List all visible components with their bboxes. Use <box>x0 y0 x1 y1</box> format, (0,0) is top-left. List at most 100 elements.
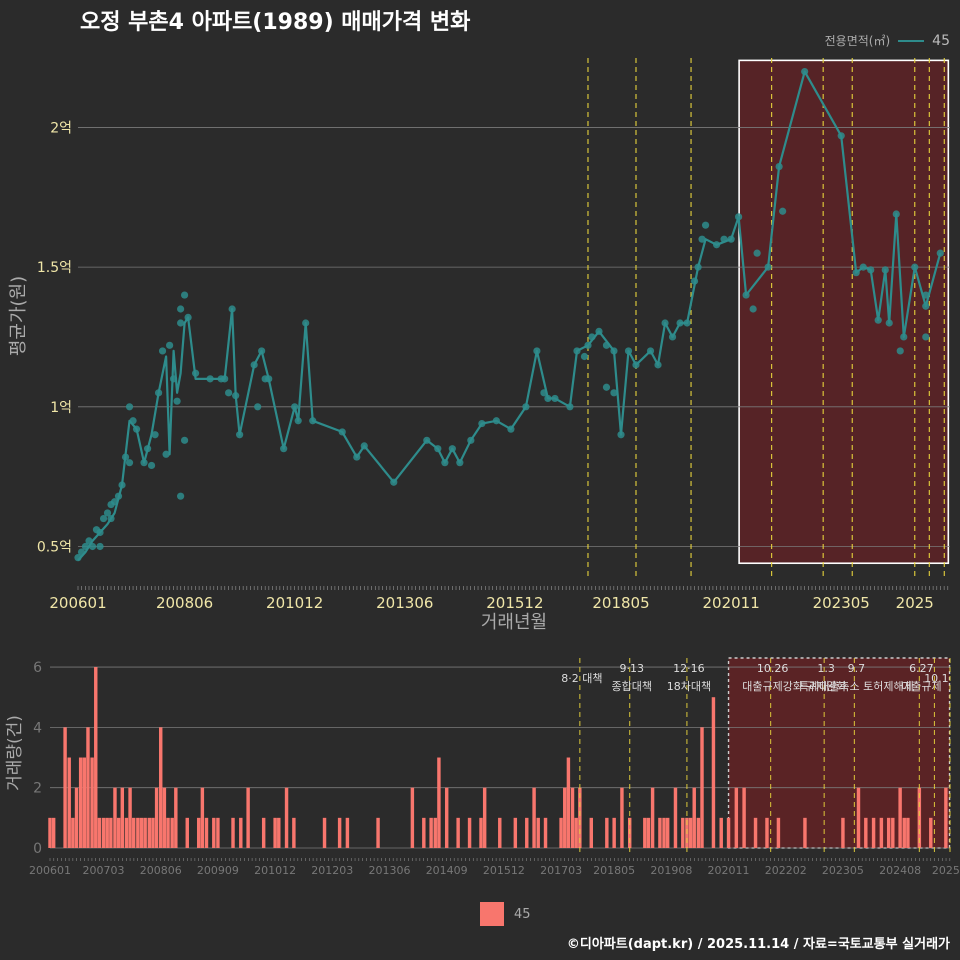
bar-legend-label: 45 <box>514 906 531 922</box>
volume-bar <box>437 757 441 848</box>
policy-date-label: 9·13 <box>619 662 644 675</box>
bar-x-tick-label: 202202 <box>765 864 807 877</box>
policy-date-label: 10.1 <box>924 672 949 685</box>
volume-bar <box>726 817 731 848</box>
volume-bar <box>566 757 571 848</box>
price-point <box>309 417 317 425</box>
bar-x-tick-label: 200909 <box>197 864 239 877</box>
price-point <box>779 207 787 215</box>
price-point <box>610 347 618 355</box>
volume-bar <box>589 817 593 848</box>
volume-bar <box>51 817 56 848</box>
volume-bar <box>345 817 350 848</box>
price-point <box>580 352 589 361</box>
price-point <box>867 266 875 274</box>
volume-bar <box>612 817 616 848</box>
price-point <box>180 436 189 444</box>
volume-bar <box>479 817 483 848</box>
bar-highlight-region <box>727 657 951 849</box>
price-point <box>922 291 930 299</box>
price-point <box>191 369 200 377</box>
volume-bar <box>86 727 90 848</box>
volume-bar <box>116 817 121 848</box>
x-tick-label: 202011 <box>702 594 759 612</box>
page-title: 오정 부촌4 아파트(1989) 매매가격 변화 <box>80 10 471 35</box>
volume-bar <box>185 817 189 848</box>
volume-bar <box>765 817 769 848</box>
price-point <box>801 67 809 76</box>
volume-bar <box>898 787 902 848</box>
volume-bar <box>711 697 716 848</box>
price-point <box>720 235 728 243</box>
price-point <box>265 375 273 383</box>
price-point <box>147 461 156 470</box>
volume-bar <box>124 817 129 848</box>
volume-bar <box>559 817 563 848</box>
price-point <box>88 542 97 551</box>
bar-y-tick-label: 4 <box>33 720 42 736</box>
price-point <box>180 291 189 299</box>
price-point <box>114 492 123 500</box>
volume-bar <box>143 817 147 848</box>
price-point <box>99 514 108 523</box>
volume-bar <box>292 817 296 848</box>
price-point <box>727 235 735 243</box>
price-point <box>595 327 603 335</box>
price-point <box>254 403 262 411</box>
volume-bar <box>646 817 651 848</box>
volume-bar <box>574 817 578 848</box>
volume-bar <box>78 757 83 848</box>
price-point <box>85 537 93 545</box>
price-point <box>390 478 398 486</box>
price-point <box>291 403 299 411</box>
policy-name-label: 규제완화 <box>806 680 846 693</box>
price-point <box>632 361 640 369</box>
price-point <box>129 417 137 425</box>
bar-y-tick-label: 2 <box>33 781 42 797</box>
volume-bar <box>456 817 460 848</box>
policy-date-label: 8·2 대책 <box>561 672 602 685</box>
volume-bar <box>174 787 178 848</box>
price-point <box>441 459 449 467</box>
volume-bar <box>82 757 87 848</box>
price-point <box>676 319 684 327</box>
policy-name-label: 종합대책 <box>611 680 651 693</box>
volume-bar <box>94 667 98 848</box>
volume-bar <box>856 787 861 848</box>
volume-bar <box>136 817 140 848</box>
price-point <box>544 394 552 403</box>
price-point <box>885 319 893 327</box>
volume-bar <box>532 787 536 848</box>
price-point <box>566 403 574 411</box>
bar-x-tick-label: 200703 <box>83 864 125 877</box>
volume-bar <box>67 757 71 848</box>
volume-bar <box>101 817 106 848</box>
bar-x-tick-label: 200601 <box>29 864 71 877</box>
volume-bar <box>776 817 781 848</box>
volume-bar <box>204 817 209 848</box>
price-point <box>522 403 530 411</box>
volume-bar <box>658 817 662 848</box>
price-point <box>143 445 152 453</box>
price-point <box>694 263 702 271</box>
price-point <box>837 132 845 140</box>
price-point <box>125 459 134 467</box>
volume-bar <box>578 787 582 848</box>
bar-x-tick-label: 2025 <box>932 864 960 877</box>
price-point <box>110 498 119 506</box>
volume-bar <box>120 787 125 848</box>
x-tick-label: 201805 <box>592 594 649 612</box>
price-point <box>698 235 706 243</box>
price-point <box>448 445 456 453</box>
volume-bar <box>71 817 75 848</box>
policy-date-label: 9.7 <box>848 662 866 675</box>
y-tick-label: 2억 <box>50 120 72 136</box>
legend-series-label: 45 <box>932 32 950 49</box>
volume-bar <box>803 817 807 848</box>
volume-bar <box>673 787 678 848</box>
bar-x-tick-label: 201306 <box>369 864 411 877</box>
bar-y-axis-title: 거래량(건) <box>5 715 25 791</box>
price-point <box>753 249 761 257</box>
volume-bar <box>410 787 415 848</box>
price-point <box>701 221 710 229</box>
